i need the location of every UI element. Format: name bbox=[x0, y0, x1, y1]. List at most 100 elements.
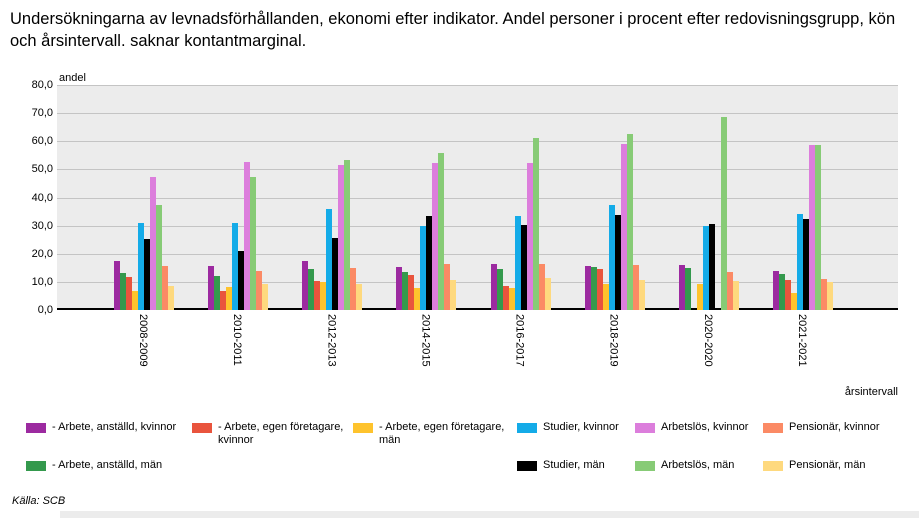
bar-pensionär-kvinnor-2012-2013 bbox=[350, 268, 357, 310]
bar-group-2018-2019 bbox=[584, 85, 645, 310]
gridline-10 bbox=[57, 281, 898, 283]
bar-arbete-anställd-kvinnor-2016-2017 bbox=[490, 263, 497, 310]
bar-arbete-anställd-män-2014-2015 bbox=[402, 272, 409, 310]
bar-arbetslös-kvinnor-2018-2019 bbox=[620, 144, 627, 310]
bar-arbetslös-män-2018-2019 bbox=[626, 133, 633, 310]
y-tick-label-0: 0,0 bbox=[37, 304, 53, 316]
bar-arbete-egen-företagare-kvinnor-2008-2009 bbox=[126, 276, 133, 310]
legend-item-arbete-anställd-män: - Arbete, anställd, män bbox=[26, 459, 162, 472]
legend-label: - Arbete, egen företagare, kvinnor bbox=[218, 421, 344, 446]
gridline-70 bbox=[57, 113, 898, 115]
gridline-80 bbox=[57, 85, 898, 86]
legend-label: Studier, kvinnor bbox=[543, 421, 619, 433]
bar-arbete-anställd-män-2008-2009 bbox=[120, 273, 127, 310]
y-axis-tick-labels: 0,0 10,0 20,0 30,0 40,0 50,0 60,0 70,0 80,0 bbox=[20, 79, 53, 316]
bar-arbetslös-män-2014-2015 bbox=[438, 153, 445, 310]
bar-arbete-anställd-män-2020-2020 bbox=[684, 268, 691, 310]
x-tick-label-2014-2015: 2014-2015 bbox=[419, 314, 432, 367]
x-tick-label-2010-2011: 2010-2011 bbox=[231, 314, 244, 366]
y-tick-label-10: 10,0 bbox=[31, 275, 53, 288]
bar-arbetslös-män-2021-2021 bbox=[814, 145, 821, 310]
gridline-40 bbox=[57, 197, 898, 199]
legend-label: - Arbete, anställd, män bbox=[52, 459, 163, 471]
bar-arbete-egen-företagare-kvinnor-2010-2011 bbox=[220, 291, 227, 310]
bar-arbete-anställd-män-2012-2013 bbox=[308, 268, 315, 310]
bar-studier-män-2012-2013 bbox=[332, 238, 339, 310]
bar-arbete-egen-företagare-kvinnor-2016-2017 bbox=[502, 285, 509, 310]
x-tick-label-2018-2019: 2018-2019 bbox=[607, 314, 620, 367]
bar-group-2012-2013 bbox=[302, 85, 363, 310]
bar-studier-män-2014-2015 bbox=[426, 215, 433, 310]
bar-studier-kvinnor-2021-2021 bbox=[796, 213, 803, 310]
chart-title: Undersökningarna av levnadsförhållanden,… bbox=[10, 10, 896, 50]
bar-studier-män-2010-2011 bbox=[238, 250, 245, 310]
bar-arbetslös-kvinnor-2021-2021 bbox=[808, 145, 815, 310]
bar-arbetslös-kvinnor-2010-2011 bbox=[244, 162, 251, 310]
bar-studier-kvinnor-2010-2011 bbox=[232, 223, 239, 310]
bar-arbete-anställd-kvinnor-2008-2009 bbox=[114, 260, 121, 310]
bar-pensionär-kvinnor-2014-2015 bbox=[444, 263, 451, 310]
bar-arbetslös-män-2010-2011 bbox=[250, 177, 257, 310]
y-tick-label-70: 70,0 bbox=[31, 107, 53, 120]
bar-studier-män-2008-2009 bbox=[144, 238, 151, 310]
bar-pensionär-män-2018-2019 bbox=[638, 280, 645, 310]
bar-arbete-anställd-kvinnor-2012-2013 bbox=[302, 261, 309, 310]
bar-studier-kvinnor-2012-2013 bbox=[326, 209, 333, 310]
legend-swatch-icon bbox=[353, 423, 373, 433]
bar-arbetslös-män-2012-2013 bbox=[344, 160, 351, 310]
bar-studier-kvinnor-2016-2017 bbox=[514, 216, 521, 310]
bar-arbetslös-kvinnor-2016-2017 bbox=[526, 163, 533, 310]
bar-arbete-egen-företagare-män-2018-2019 bbox=[602, 284, 609, 310]
bar-group-2020-2020 bbox=[678, 85, 739, 310]
legend-label: Studier, män bbox=[543, 459, 605, 471]
bar-studier-män-2018-2019 bbox=[614, 215, 621, 310]
legend-item-arbete-egen-företagare-män: - Arbete, egen företagare, män bbox=[353, 421, 507, 447]
bar-arbete-egen-företagare-kvinnor-2018-2019 bbox=[596, 268, 603, 310]
bar-group-2021-2021 bbox=[772, 85, 833, 310]
bar-pensionär-män-2020-2020 bbox=[732, 281, 739, 310]
legend-swatch-icon bbox=[192, 423, 212, 433]
bar-studier-kvinnor-2014-2015 bbox=[420, 225, 427, 310]
bar-studier-kvinnor-2008-2009 bbox=[138, 223, 145, 310]
bar-arbete-anställd-män-2021-2021 bbox=[778, 273, 785, 310]
legend-item-arbete-egen-företagare-kvinnor: - Arbete, egen företagare, kvinnor bbox=[192, 421, 346, 447]
y-tick-label-30: 30,0 bbox=[31, 219, 53, 232]
bar-pensionär-kvinnor-2010-2011 bbox=[256, 271, 263, 310]
legend-item-pensionär-kvinnor: Pensionär, kvinnor bbox=[763, 421, 880, 434]
bar-arbete-egen-företagare-män-2016-2017 bbox=[508, 287, 515, 310]
legend-swatch-icon bbox=[26, 423, 46, 433]
bar-arbetslös-kvinnor-2012-2013 bbox=[338, 165, 345, 310]
legend-label: Arbetslös, kvinnor bbox=[661, 421, 749, 433]
legend-item-studier-män: Studier, män bbox=[517, 459, 605, 472]
x-axis-line bbox=[57, 308, 898, 310]
legend-swatch-icon bbox=[763, 423, 783, 433]
bar-arbete-anställd-kvinnor-2010-2011 bbox=[208, 265, 215, 310]
bar-pensionär-kvinnor-2018-2019 bbox=[632, 265, 639, 310]
bar-pensionär-män-2012-2013 bbox=[356, 284, 363, 310]
legend-swatch-icon bbox=[763, 461, 783, 471]
bar-arbete-egen-företagare-kvinnor-2012-2013 bbox=[314, 281, 321, 310]
x-tick-label-2021-2021: 2021-2021 bbox=[795, 314, 808, 367]
bar-pensionär-kvinnor-2016-2017 bbox=[538, 263, 545, 310]
legend-item-studier-kvinnor: Studier, kvinnor bbox=[517, 421, 619, 434]
x-tick-label-2012-2013: 2012-2013 bbox=[325, 314, 338, 367]
bar-group-2014-2015 bbox=[396, 85, 457, 310]
y-tick-label-60: 60,0 bbox=[31, 135, 53, 148]
bar-arbete-anställd-män-2016-2017 bbox=[496, 268, 503, 310]
x-tick-label-2008-2009: 2008-2009 bbox=[137, 314, 150, 367]
legend-label: - Arbete, egen företagare, män bbox=[379, 421, 505, 446]
x-tick-label-2016-2017: 2016-2017 bbox=[513, 314, 526, 367]
bar-studier-kvinnor-2018-2019 bbox=[608, 204, 615, 310]
bar-arbete-egen-företagare-män-2020-2020 bbox=[696, 284, 703, 310]
legend-swatch-icon bbox=[26, 461, 46, 471]
bar-pensionär-kvinnor-2021-2021 bbox=[820, 278, 827, 310]
y-tick-label-80: 80,0 bbox=[31, 79, 53, 91]
y-axis-unit-label: andel bbox=[59, 72, 86, 84]
legend-item-arbete-anställd-kvinnor: - Arbete, anställd, kvinnor bbox=[26, 421, 176, 434]
bar-arbete-anställd-kvinnor-2020-2020 bbox=[678, 264, 685, 310]
bar-arbetslös-kvinnor-2014-2015 bbox=[432, 163, 439, 310]
bar-pensionär-kvinnor-2020-2020 bbox=[726, 271, 733, 310]
bar-arbete-egen-företagare-kvinnor-2014-2015 bbox=[408, 275, 415, 310]
bar-studier-män-2020-2020 bbox=[708, 223, 715, 310]
bar-arbete-egen-företagare-män-2014-2015 bbox=[414, 287, 421, 310]
